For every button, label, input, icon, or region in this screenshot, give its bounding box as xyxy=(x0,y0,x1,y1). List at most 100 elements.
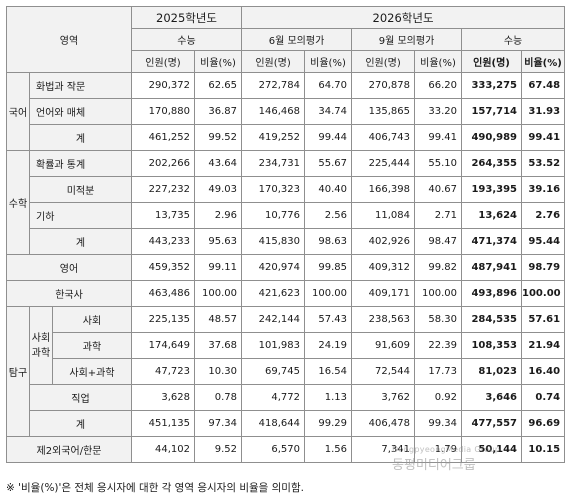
header-area: 영역 xyxy=(6,6,132,73)
cell: 443,233 xyxy=(131,228,195,255)
group-korean: 국어 xyxy=(6,72,30,151)
row-label: 기하 xyxy=(29,202,132,229)
footnote: ※ '비율(%)'은 전체 응시자에 대한 각 영역 응시자의 비율을 의미함. xyxy=(6,482,304,494)
cell: 47,723 xyxy=(131,358,195,385)
cell: 487,941 xyxy=(461,254,523,281)
row-label-english: 영어 xyxy=(6,254,132,281)
cell: 57.61 xyxy=(521,306,566,333)
cell: 98.63 xyxy=(304,228,353,255)
cell: 9.52 xyxy=(193,436,243,463)
cell: 99.29 xyxy=(304,410,353,437)
cell: 49.03 xyxy=(193,176,243,203)
cell: 2.56 xyxy=(304,202,353,229)
col-ratio: 비율(%) xyxy=(193,50,243,73)
cell: 0.78 xyxy=(193,384,243,411)
cell: 284,535 xyxy=(461,306,523,333)
cell: 420,974 xyxy=(241,254,306,281)
cell: 98.47 xyxy=(414,228,463,255)
cell: 234,731 xyxy=(241,150,306,177)
col-people: 인원(명) xyxy=(351,50,416,73)
cell: 67.48 xyxy=(521,72,566,99)
cell: 40.67 xyxy=(414,176,463,203)
cell: 97.34 xyxy=(193,410,243,437)
cell: 290,372 xyxy=(131,72,195,99)
col-ratio: 비율(%) xyxy=(521,50,566,73)
cell: 135,865 xyxy=(351,98,416,125)
cell: 2.96 xyxy=(193,202,243,229)
cell: 13,735 xyxy=(131,202,195,229)
cell: 99.85 xyxy=(304,254,353,281)
cell: 238,563 xyxy=(351,306,416,333)
cell: 461,252 xyxy=(131,124,195,151)
cell: 225,135 xyxy=(131,306,195,333)
cell: 0.74 xyxy=(521,384,566,411)
cell: 459,352 xyxy=(131,254,195,281)
cell: 227,232 xyxy=(131,176,195,203)
cell: 69,745 xyxy=(241,358,306,385)
row-label: 사회 xyxy=(52,306,132,333)
cell: 100.00 xyxy=(414,280,463,307)
cell: 225,444 xyxy=(351,150,416,177)
cell: 99.52 xyxy=(193,124,243,151)
row-label-total: 계 xyxy=(29,228,132,255)
subgroup-social-science: 사회 과학 xyxy=(29,306,53,385)
cell: 333,275 xyxy=(461,72,523,99)
col-people: 인원(명) xyxy=(461,50,523,73)
cell: 31.93 xyxy=(521,98,566,125)
cell: 100.00 xyxy=(304,280,353,307)
col-ratio: 비율(%) xyxy=(304,50,353,73)
cell: 99.44 xyxy=(304,124,353,151)
cell: 2.76 xyxy=(521,202,566,229)
cell: 99.82 xyxy=(414,254,463,281)
header-sept-mock: 9월 모의평가 xyxy=(351,28,463,51)
cell: 34.74 xyxy=(304,98,353,125)
cell: 33.20 xyxy=(414,98,463,125)
cell: 193,395 xyxy=(461,176,523,203)
header-year-2025: 2025학년도 xyxy=(130,6,243,29)
cell: 170,323 xyxy=(241,176,306,203)
cell: 202,266 xyxy=(131,150,195,177)
cell: 62.65 xyxy=(193,72,243,99)
cell: 7,341 xyxy=(351,436,416,463)
row-label: 직업 xyxy=(29,384,132,411)
header-suneung-2026: 수능 xyxy=(461,28,566,51)
cell: 36.87 xyxy=(193,98,243,125)
cell: 55.67 xyxy=(304,150,353,177)
cell: 174,649 xyxy=(131,332,195,359)
cell: 242,144 xyxy=(241,306,306,333)
cell: 170,880 xyxy=(131,98,195,125)
cell: 421,623 xyxy=(241,280,306,307)
row-label-total: 계 xyxy=(29,124,132,151)
cell: 3,762 xyxy=(351,384,416,411)
cell: 72,544 xyxy=(351,358,416,385)
cell: 419,252 xyxy=(241,124,306,151)
cell: 10.30 xyxy=(193,358,243,385)
cell: 37.68 xyxy=(193,332,243,359)
cell: 22.39 xyxy=(414,332,463,359)
cell: 95.44 xyxy=(521,228,566,255)
cell: 108,353 xyxy=(461,332,523,359)
row-label: 미적분 xyxy=(29,176,132,203)
cell: 44,102 xyxy=(131,436,195,463)
cell: 406,478 xyxy=(351,410,416,437)
cell: 477,557 xyxy=(461,410,523,437)
cell: 16.54 xyxy=(304,358,353,385)
cell: 50,144 xyxy=(461,436,523,463)
header-suneung-2025: 수능 xyxy=(130,28,243,51)
cell: 0.92 xyxy=(414,384,463,411)
col-people: 인원(명) xyxy=(241,50,306,73)
cell: 48.57 xyxy=(193,306,243,333)
cell: 471,374 xyxy=(461,228,523,255)
cell: 81,023 xyxy=(461,358,523,385)
cell: 157,714 xyxy=(461,98,523,125)
cell: 57.43 xyxy=(304,306,353,333)
cell: 13,624 xyxy=(461,202,523,229)
cell: 43.64 xyxy=(193,150,243,177)
cell: 2.71 xyxy=(414,202,463,229)
col-people: 인원(명) xyxy=(131,50,195,73)
cell: 463,486 xyxy=(131,280,195,307)
row-label: 화법과 작문 xyxy=(29,72,132,99)
cell: 66.20 xyxy=(414,72,463,99)
cell: 493,896 xyxy=(461,280,523,307)
cell: 39.16 xyxy=(521,176,566,203)
